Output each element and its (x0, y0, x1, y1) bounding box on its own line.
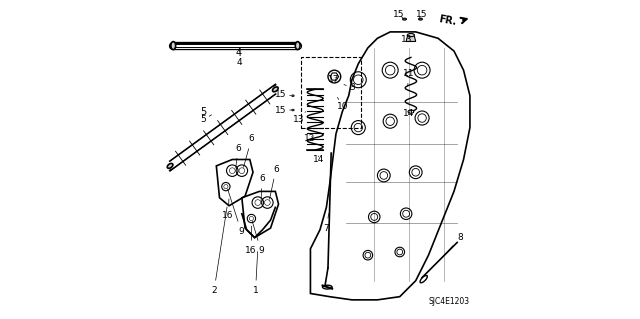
Text: FR.: FR. (438, 14, 457, 27)
Text: SJC4E1203: SJC4E1203 (429, 297, 470, 306)
Text: 5: 5 (200, 107, 207, 117)
Ellipse shape (323, 285, 332, 289)
Text: 14: 14 (313, 155, 324, 164)
Polygon shape (168, 87, 277, 168)
Ellipse shape (167, 163, 173, 168)
Text: 4: 4 (236, 48, 242, 58)
Ellipse shape (408, 33, 415, 37)
Text: 7: 7 (323, 213, 329, 233)
Ellipse shape (273, 87, 278, 92)
Polygon shape (406, 35, 416, 41)
Text: 9: 9 (252, 221, 264, 255)
Text: 4: 4 (237, 49, 243, 67)
Text: 15: 15 (416, 10, 427, 19)
Text: 9: 9 (228, 189, 244, 236)
Text: 6: 6 (244, 134, 254, 167)
Text: 6: 6 (259, 174, 265, 201)
Ellipse shape (408, 110, 414, 113)
Ellipse shape (292, 109, 294, 111)
Ellipse shape (403, 18, 406, 20)
Text: 8: 8 (443, 233, 463, 256)
Ellipse shape (295, 42, 300, 50)
Ellipse shape (292, 95, 294, 97)
Text: 10: 10 (337, 97, 348, 111)
Ellipse shape (420, 276, 428, 283)
Text: 6: 6 (269, 165, 279, 199)
Ellipse shape (419, 18, 422, 20)
Text: 11: 11 (403, 69, 415, 86)
Text: 13: 13 (401, 35, 413, 44)
Text: 12: 12 (304, 134, 316, 143)
Text: 17: 17 (328, 75, 339, 84)
Text: 16: 16 (245, 226, 257, 255)
Text: 13: 13 (292, 112, 306, 124)
Text: 15: 15 (275, 106, 291, 115)
Text: 15: 15 (394, 10, 405, 19)
Text: 2: 2 (211, 207, 227, 295)
Text: 14: 14 (403, 109, 414, 118)
Text: 16: 16 (222, 199, 234, 220)
Text: 3: 3 (344, 83, 355, 92)
Text: 1: 1 (253, 252, 259, 295)
Text: 5: 5 (201, 115, 212, 124)
Text: 6: 6 (235, 144, 241, 168)
Text: 15: 15 (275, 90, 291, 99)
Ellipse shape (171, 42, 175, 50)
